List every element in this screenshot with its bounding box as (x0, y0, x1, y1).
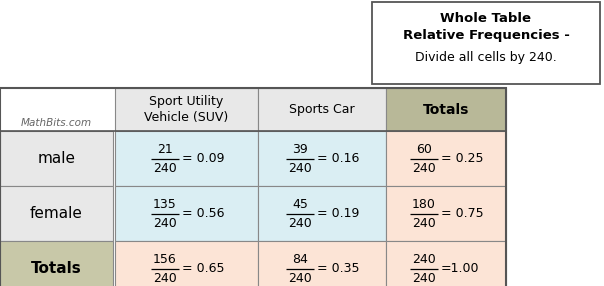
Text: 240: 240 (288, 272, 312, 285)
Bar (258, 131, 386, 186)
Text: 39: 39 (292, 143, 308, 156)
Text: = 0.16: = 0.16 (317, 152, 359, 165)
Bar (0, 88, 506, 286)
Text: 240: 240 (412, 272, 436, 285)
Text: Divide all cells by 240.: Divide all cells by 240. (415, 51, 557, 65)
Bar (372, 2, 600, 84)
Text: 240: 240 (288, 162, 312, 175)
Text: female: female (30, 206, 83, 221)
Text: Relative Frequencies -: Relative Frequencies - (402, 29, 570, 43)
Text: 180: 180 (412, 198, 436, 211)
Text: = 0.25: = 0.25 (441, 152, 483, 165)
Text: = 0.19: = 0.19 (317, 207, 359, 220)
Text: 240: 240 (153, 162, 176, 175)
Bar (386, 88, 506, 131)
Text: 240: 240 (412, 253, 436, 266)
Text: 240: 240 (153, 217, 176, 230)
Text: 240: 240 (153, 272, 176, 285)
Text: 240: 240 (412, 162, 436, 175)
Bar (0, 241, 113, 286)
Bar (386, 241, 506, 286)
Text: Totals: Totals (423, 102, 469, 116)
Text: = 0.65: = 0.65 (181, 262, 224, 275)
Text: 45: 45 (292, 198, 308, 211)
Text: Sports Car: Sports Car (289, 103, 355, 116)
Bar (386, 186, 506, 241)
Text: = 0.35: = 0.35 (317, 262, 359, 275)
Text: =1.00: =1.00 (441, 262, 480, 275)
Text: Totals: Totals (31, 261, 82, 276)
Text: = 0.09: = 0.09 (181, 152, 224, 165)
Bar (258, 186, 386, 241)
Text: male: male (37, 151, 76, 166)
Bar (258, 241, 386, 286)
Bar (0, 88, 113, 131)
Bar (115, 88, 258, 131)
Bar (0, 131, 113, 186)
Bar (0, 186, 113, 241)
Text: 240: 240 (288, 217, 312, 230)
Text: 135: 135 (153, 198, 176, 211)
Text: 60: 60 (416, 143, 432, 156)
Text: = 0.56: = 0.56 (181, 207, 224, 220)
Bar (386, 131, 506, 186)
Text: 240: 240 (412, 217, 436, 230)
Bar (115, 241, 258, 286)
Bar (115, 186, 258, 241)
Text: Whole Table: Whole Table (440, 11, 532, 25)
Text: 84: 84 (292, 253, 308, 266)
Text: 156: 156 (153, 253, 176, 266)
Bar (115, 131, 258, 186)
Bar (258, 88, 386, 131)
Text: 21: 21 (156, 143, 172, 156)
Text: = 0.75: = 0.75 (441, 207, 484, 220)
Text: MathBits.com: MathBits.com (21, 118, 92, 128)
Text: Sport Utility
Vehicle (SUV): Sport Utility Vehicle (SUV) (144, 96, 229, 124)
